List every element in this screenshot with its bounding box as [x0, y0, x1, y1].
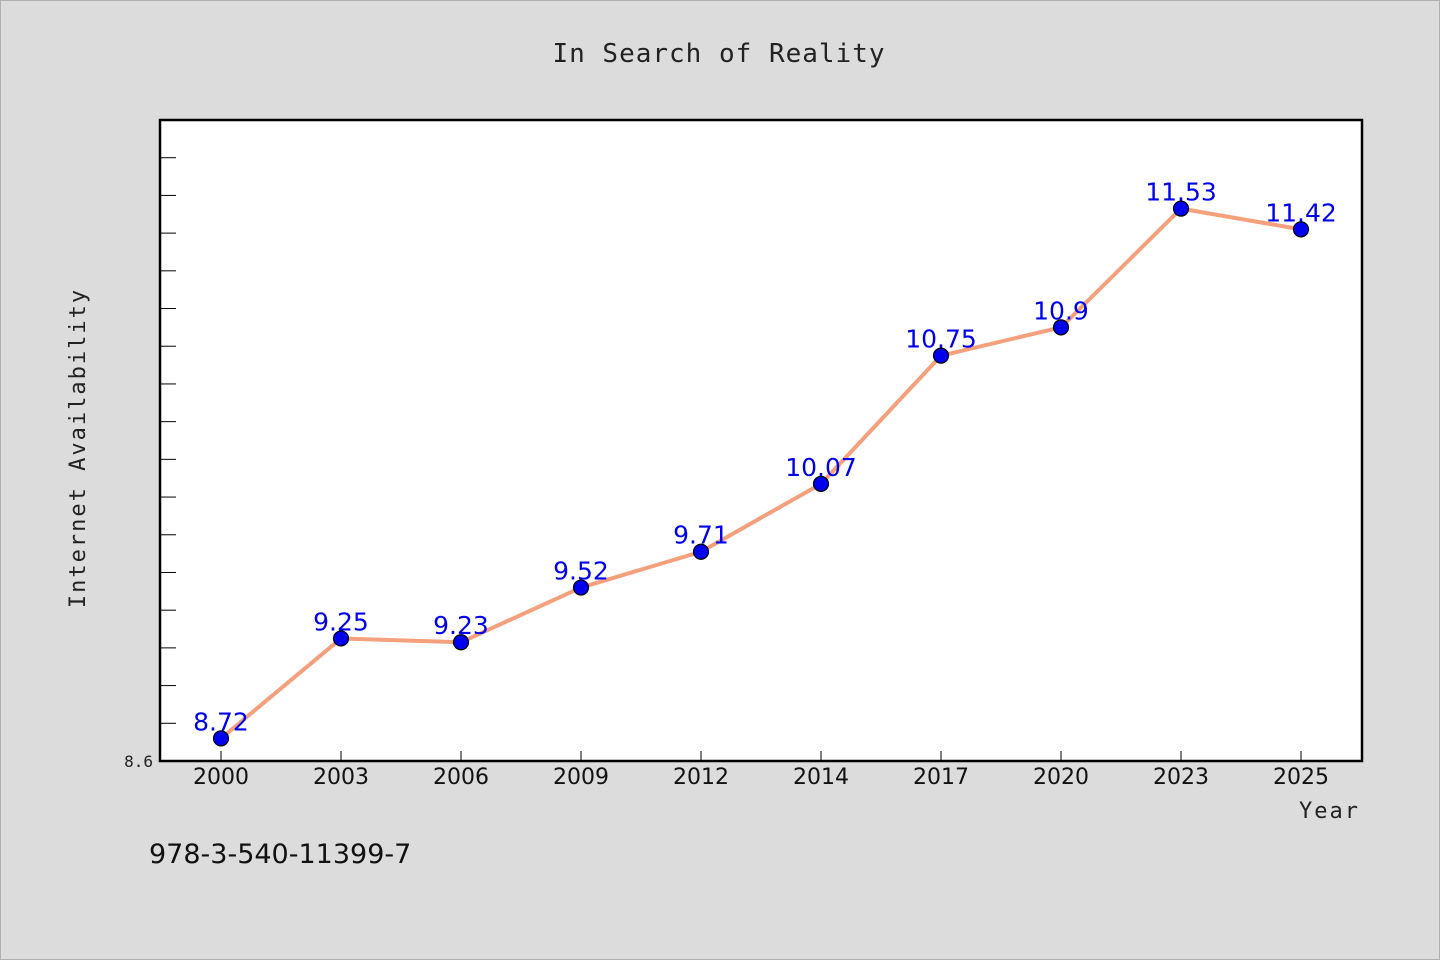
y-axis-minor-ticks — [160, 157, 176, 724]
data-label: 10.07 — [785, 453, 857, 482]
data-label: 9.52 — [553, 557, 609, 586]
y-axis-min-label: 8.6 — [124, 752, 153, 771]
y-axis-label: Internet Availability — [66, 288, 91, 608]
data-label: 11.53 — [1145, 178, 1217, 207]
data-point — [1172, 200, 1190, 217]
x-axis-ticks: 2000 2003 2006 2009 2012 2014 2017 2020 2023 2025 — [193, 751, 1329, 790]
x-tick-label: 2012 — [673, 765, 729, 790]
data-label: 8.72 — [193, 707, 249, 736]
data-label: 9.25 — [313, 607, 369, 636]
data-label: 9.71 — [673, 521, 729, 550]
data-point — [452, 634, 470, 651]
series-line — [219, 206, 1302, 740]
footer-isbn: 978-3-540-11399-7 — [149, 839, 411, 870]
data-label: 10.75 — [905, 325, 977, 354]
x-axis-label: Year — [1299, 799, 1360, 824]
data-markers — [212, 200, 1310, 747]
data-label: 11.42 — [1265, 198, 1337, 227]
data-point — [332, 630, 350, 647]
x-tick-label: 2009 — [553, 765, 609, 790]
data-point — [692, 543, 710, 560]
x-tick-label: 2000 — [193, 765, 249, 790]
x-tick-label: 2014 — [793, 765, 849, 790]
data-labels: 8.72 9.25 9.23 9.52 9.71 10.07 10.75 10.9 11.53 1… — [193, 178, 1337, 737]
x-tick-label: 2006 — [433, 765, 489, 790]
x-tick-label: 2017 — [913, 765, 969, 790]
x-tick-label: 2003 — [313, 765, 369, 790]
data-label: 10.9 — [1033, 296, 1089, 325]
data-point — [212, 730, 230, 747]
data-point — [1292, 221, 1310, 238]
chart-title: In Search of Reality — [552, 39, 885, 69]
data-point — [572, 579, 590, 596]
x-tick-label: 2023 — [1153, 765, 1209, 790]
data-label: 9.23 — [433, 611, 489, 640]
x-tick-label: 2020 — [1033, 765, 1089, 790]
x-tick-label: 2025 — [1273, 765, 1329, 790]
data-point — [812, 475, 830, 492]
data-point — [932, 347, 950, 364]
data-point — [1052, 319, 1070, 336]
